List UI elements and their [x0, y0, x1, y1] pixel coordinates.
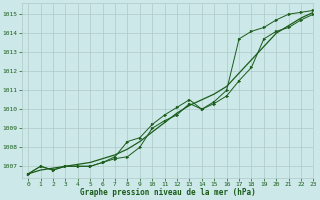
X-axis label: Graphe pression niveau de la mer (hPa): Graphe pression niveau de la mer (hPa)	[80, 188, 256, 197]
